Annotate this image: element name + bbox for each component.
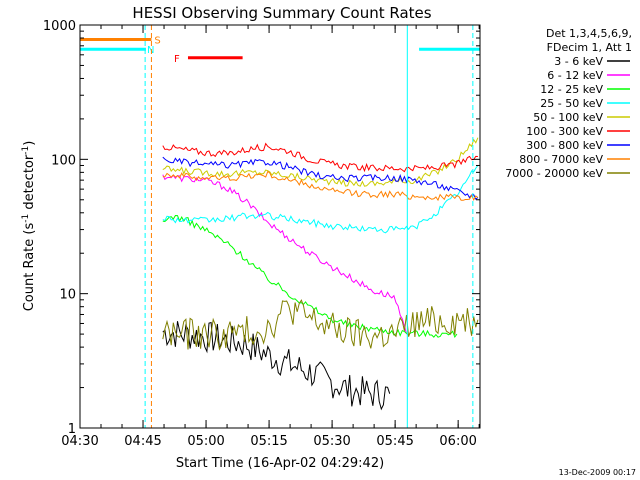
legend-label-8: 7000 - 20000 keV (505, 167, 603, 180)
legend-label-3: 25 - 50 keV (540, 97, 603, 110)
x-tick-label-0: 04:30 (61, 434, 98, 449)
legend-label-0: 3 - 6 keV (554, 55, 603, 68)
x-axis-label: Start Time (16-Apr-02 04:29:42) (176, 456, 384, 471)
y-tick-label-1: 10 (59, 288, 76, 303)
series-line-6 (162, 156, 479, 200)
saa-flag-label: S (154, 35, 160, 46)
x-tick-label-3: 05:15 (250, 434, 287, 449)
series-line-3 (162, 165, 479, 234)
attenuator-lines (144, 25, 474, 428)
series-layer (162, 137, 479, 411)
footer-date: 13-Dec-2009 00:17 (559, 468, 636, 477)
series-line-7 (162, 170, 479, 202)
legend-label-4: 50 - 100 keV (533, 111, 603, 124)
chart-title: HESSI Observing Summary Count Rates (132, 4, 431, 22)
series-line-0 (162, 321, 391, 411)
legend-header-line-1: Det 1,3,4,5,6,9, (546, 27, 632, 40)
y-axis-label: Count Rate (s-1 detector-1) (21, 141, 37, 312)
legend-label-7: 800 - 7000 keV (519, 153, 603, 166)
x-tick-label-2: 05:00 (187, 434, 224, 449)
legend-label-6: 300 - 800 keV (526, 139, 603, 152)
flags-layer: SN F (80, 35, 480, 65)
legend-label-1: 6 - 12 keV (547, 69, 603, 82)
flare-flag-label: F (174, 54, 180, 65)
y-tick-label-3: 1000 (43, 19, 76, 34)
series-line-1 (162, 174, 407, 335)
series-line-5 (162, 142, 478, 173)
legend: Det 1,3,4,5,6,9, FDecim 1, Att 1 3 - 6 k… (505, 27, 632, 180)
y-tick-label-2: 100 (51, 153, 76, 168)
x-tick-label-1: 04:45 (124, 434, 161, 449)
plot-frame (79, 24, 481, 429)
series-line-8 (162, 299, 479, 351)
x-axis-ticks: 04:30 04:45 05:00 05:15 05:30 05:45 06:00 (61, 25, 480, 449)
legend-label-5: 100 - 300 keV (526, 125, 603, 138)
x-tick-label-6: 06:00 (439, 434, 476, 449)
y-axis-ticks: 1 10 100 1000 (43, 19, 480, 437)
legend-label-2: 12 - 25 keV (540, 83, 603, 96)
y-tick-label-0: 1 (68, 422, 76, 437)
x-tick-label-4: 05:30 (313, 434, 350, 449)
night-flag-label: N (147, 45, 154, 56)
x-tick-label-5: 05:45 (376, 434, 413, 449)
legend-header-line-2: FDecim 1, Att 1 (547, 41, 632, 54)
series-line-2 (162, 214, 458, 339)
